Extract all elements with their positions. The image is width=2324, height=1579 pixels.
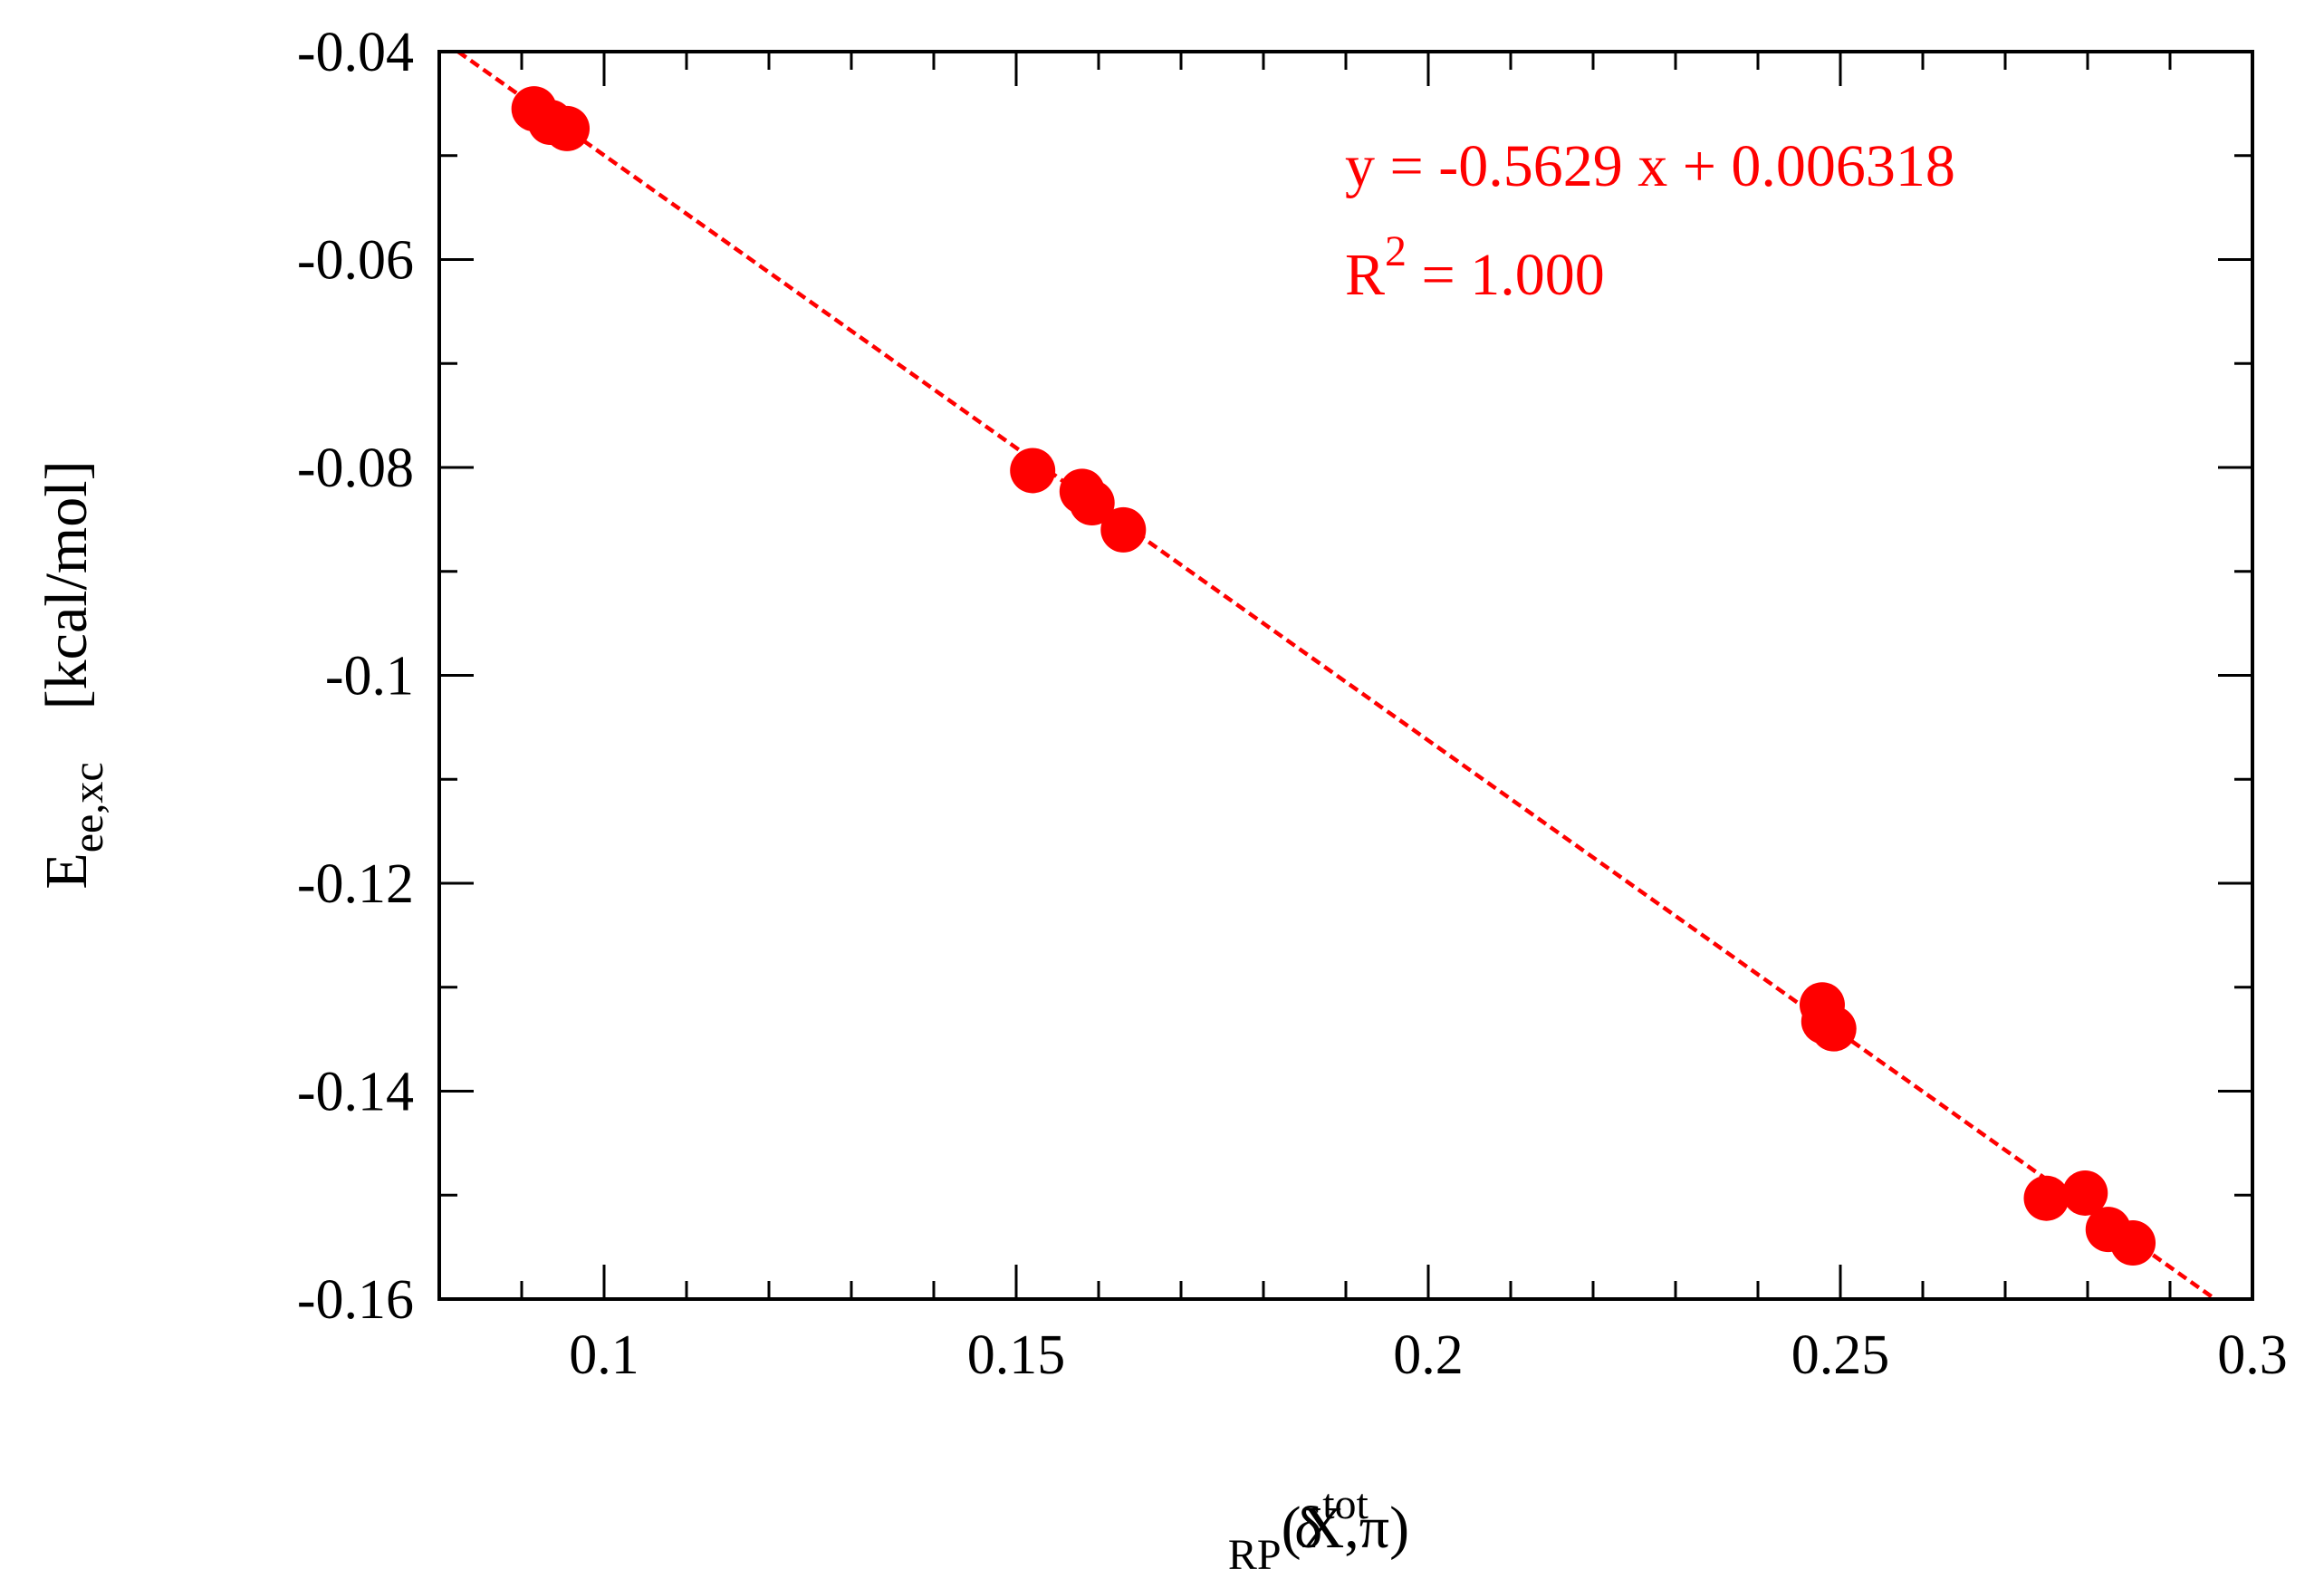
x-tick-label: 0.15: [967, 1324, 1066, 1386]
x-tick-labels: 0.1 0.15 0.2 0.25 0.3: [569, 1324, 2288, 1386]
fit-line: [456, 50, 2217, 1301]
data-point: [1810, 1006, 1857, 1052]
r-squared-base: R: [1345, 242, 1385, 308]
data-point: [2062, 1170, 2108, 1216]
y-axis-title-unit: [kcal/mol]: [34, 460, 100, 709]
data-point: [2023, 1175, 2070, 1221]
y-axis-title: Eee,xc [kcal/mol]: [34, 460, 112, 889]
x-tick-label: 0.25: [1791, 1324, 1890, 1386]
data-point: [1010, 448, 1056, 494]
x-axis-title-subscript: RP: [1228, 1531, 1282, 1574]
data-point: [1100, 506, 1147, 553]
x-axis-title-superscript: tot: [1322, 1480, 1368, 1528]
fit-layer: [456, 50, 2217, 1301]
fit-r-squared: R2 = 1.000: [1345, 227, 1605, 308]
r-squared-superscript: 2: [1385, 227, 1407, 275]
x-axis-title-base: δ: [1294, 1495, 1322, 1561]
r-squared-rest: = 1.000: [1407, 242, 1605, 308]
plot-frame: [437, 50, 2254, 1301]
y-tick-label: -0.1: [325, 646, 414, 708]
points-layer: [511, 86, 2156, 1266]
data-point: [544, 105, 591, 151]
x-axis-title-suffix: (X,π): [1282, 1495, 1409, 1561]
data-point: [2110, 1220, 2156, 1266]
y-tick-label: -0.16: [297, 1269, 414, 1331]
y-axis-title-group: Eee,xc [kcal/mol]: [34, 460, 112, 889]
major-ticks: [439, 50, 2254, 1301]
y-tick-label: -0.08: [297, 438, 414, 499]
y-tick-label: -0.12: [297, 853, 414, 915]
fit-equation: y = -0.5629 x + 0.006318: [1345, 133, 1955, 199]
y-tick-label: -0.06: [297, 230, 414, 292]
x-tick-label: 0.1: [569, 1324, 639, 1386]
x-tick-label: 0.2: [1393, 1324, 1464, 1386]
y-tick-label: -0.14: [297, 1062, 414, 1123]
x-axis-title: δtot RP(X,π): [1228, 1480, 1409, 1574]
x-tick-label: 0.3: [2217, 1324, 2288, 1386]
data-point: [1069, 480, 1115, 526]
y-tick-labels: -0.04 -0.06 -0.08 -0.1 -0.12 -0.14 -0.16: [297, 22, 414, 1331]
y-axis-title-subscript: ee,xc: [64, 762, 112, 852]
minor-ticks: [437, 52, 2252, 1299]
y-tick-label: -0.04: [297, 22, 414, 83]
y-axis-title-base: E: [34, 852, 100, 889]
